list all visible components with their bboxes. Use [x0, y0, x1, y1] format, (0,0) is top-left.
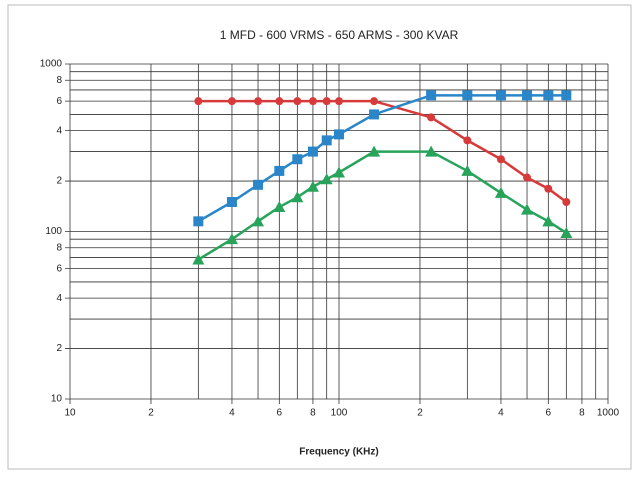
point — [427, 113, 436, 122]
point — [370, 97, 379, 106]
point — [193, 216, 204, 227]
point — [369, 109, 380, 120]
point — [562, 198, 571, 207]
point — [194, 97, 203, 106]
x-tick-label: 4 — [229, 408, 235, 419]
point — [544, 184, 553, 193]
point — [227, 97, 236, 106]
x-tick-label: 1000 — [597, 408, 620, 419]
point — [320, 173, 333, 185]
point — [496, 155, 505, 164]
point — [254, 97, 263, 106]
point — [192, 253, 205, 265]
point — [334, 129, 344, 140]
point — [275, 97, 284, 106]
point — [461, 164, 474, 176]
y-tick-label: 6 — [56, 96, 62, 107]
point — [426, 90, 437, 101]
x-tick-label: 8 — [579, 408, 585, 419]
point — [307, 146, 318, 157]
point — [561, 90, 572, 101]
point — [368, 145, 381, 157]
x-tick-label: 8 — [310, 408, 316, 419]
point — [543, 90, 554, 101]
point — [521, 203, 534, 215]
point — [335, 97, 343, 106]
point — [274, 165, 285, 176]
chart-title: 1 MFD - 600 VRMS - 650 ARMS - 300 KVAR — [220, 28, 459, 42]
point — [253, 179, 264, 190]
y-tick-label: 6 — [56, 263, 62, 274]
point — [333, 166, 345, 178]
y-tick-label: 4 — [56, 125, 62, 136]
point — [306, 180, 319, 192]
y-tick-label: 8 — [56, 75, 62, 86]
point — [322, 97, 331, 106]
point — [225, 233, 238, 245]
point — [273, 201, 286, 213]
y-tick-label: 2 — [56, 343, 62, 354]
point — [308, 97, 317, 106]
x-tick-label: 100 — [331, 408, 348, 419]
point — [495, 90, 506, 101]
point — [560, 226, 573, 238]
point — [226, 197, 237, 208]
point — [463, 136, 472, 145]
x-tick-label: 2 — [417, 408, 423, 419]
point — [522, 90, 533, 101]
y-tick-label: 8 — [56, 242, 62, 253]
point — [425, 145, 438, 157]
point — [292, 154, 303, 165]
y-tick-label: 100 — [45, 226, 62, 237]
point — [523, 173, 532, 182]
point — [321, 135, 332, 146]
x-tick-label: 6 — [277, 408, 283, 419]
x-tick-label: 2 — [148, 408, 154, 419]
x-axis-label: Frequency (KHz) — [299, 447, 378, 458]
y-tick-label: 4 — [56, 293, 62, 304]
point — [252, 215, 265, 227]
x-tick-label: 6 — [546, 408, 552, 419]
point — [293, 97, 302, 106]
x-tick-label: 10 — [64, 408, 76, 419]
y-tick-label: 2 — [56, 176, 62, 187]
x-tick-label: 4 — [498, 408, 504, 419]
point — [494, 186, 507, 198]
y-tick-label: 10 — [51, 394, 63, 405]
point — [291, 191, 304, 203]
point — [462, 90, 473, 101]
y-tick-label: 1000 — [40, 59, 63, 70]
point — [542, 215, 555, 227]
